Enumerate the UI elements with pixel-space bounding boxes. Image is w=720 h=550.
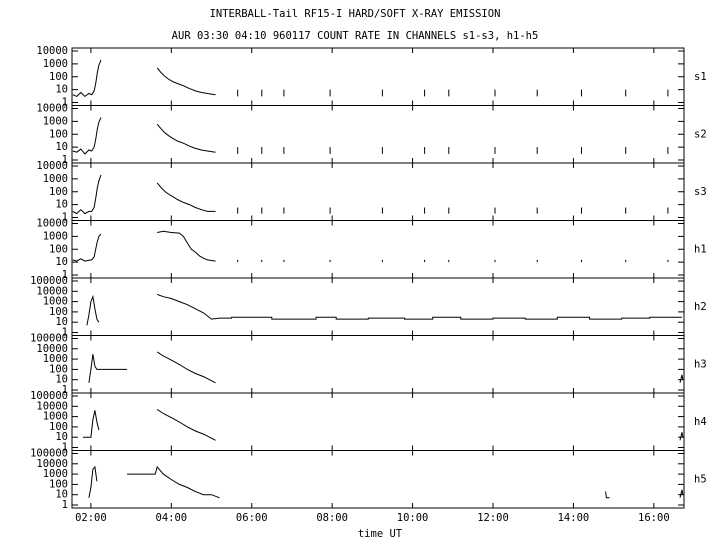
- y-tick-label: 1000: [43, 353, 68, 365]
- y-tick-label: 10000: [36, 400, 68, 412]
- y-tick-label: 10: [55, 199, 68, 211]
- panel-label: h3: [694, 358, 707, 370]
- y-tick-label: 1000: [43, 296, 68, 308]
- panel-frame: [71, 47, 685, 106]
- panel-label: s1: [694, 71, 707, 83]
- panel-frame: [71, 277, 685, 336]
- data-line: [88, 465, 684, 499]
- x-tick-label: 16:00: [638, 512, 670, 524]
- panel-frame: [71, 450, 685, 509]
- y-tick-label: 1000: [43, 230, 68, 242]
- panel-frame: [71, 162, 685, 221]
- panel-frame: [71, 335, 685, 394]
- chart-subtitle: AUR 03:30 04:10 960117 COUNT RATE IN CHA…: [172, 30, 539, 42]
- y-tick-label: 10000: [36, 45, 68, 57]
- y-tick-label: 1000: [43, 115, 68, 127]
- x-tick-label: 06:00: [236, 512, 268, 524]
- y-tick-label: 100000: [30, 275, 68, 287]
- panel-frame: [71, 220, 685, 279]
- y-tick-label: 1000: [43, 411, 68, 423]
- x-tick-label: 10:00: [397, 512, 429, 524]
- x-tick-label: 02:00: [75, 512, 107, 524]
- panel-label: h1: [694, 243, 707, 255]
- y-tick-label: 100: [49, 363, 68, 375]
- panel-frame: [71, 392, 685, 451]
- data-line: [72, 174, 669, 215]
- data-line: [72, 230, 669, 263]
- y-tick-label: 100000: [30, 390, 68, 402]
- chart-title: INTERBALL-Tail RF15-I HARD/SOFT X-RAY EM…: [210, 8, 501, 20]
- y-tick-label: 100: [49, 306, 68, 318]
- y-tick-label: 100: [49, 421, 68, 433]
- y-tick-label: 10000: [36, 285, 68, 297]
- y-tick-label: 1: [62, 97, 68, 109]
- y-tick-label: 10: [55, 316, 68, 328]
- y-tick-label: 1: [62, 442, 68, 454]
- y-tick-label: 10: [55, 256, 68, 268]
- y-tick-label: 1: [62, 212, 68, 224]
- y-tick-label: 100: [49, 478, 68, 490]
- y-tick-label: 10000: [36, 160, 68, 172]
- y-tick-label: 100: [49, 128, 68, 140]
- panel-label: h5: [694, 473, 707, 485]
- y-tick-label: 1: [62, 327, 68, 339]
- y-tick-label: 1000: [43, 58, 68, 70]
- panel-label: h2: [694, 301, 707, 313]
- y-tick-label: 10000: [36, 103, 68, 115]
- x-tick-label: 08:00: [316, 512, 348, 524]
- panel-label: s3: [694, 186, 707, 198]
- y-tick-label: 10000: [36, 458, 68, 470]
- y-tick-label: 1: [62, 269, 68, 281]
- y-tick-label: 1000: [43, 468, 68, 480]
- y-tick-label: 1: [62, 499, 68, 511]
- y-tick-label: 1: [62, 154, 68, 166]
- y-tick-label: 10: [55, 141, 68, 153]
- y-tick-label: 100000: [30, 448, 68, 460]
- panel-label: s2: [694, 128, 707, 140]
- y-tick-label: 100: [49, 71, 68, 83]
- y-tick-label: 10: [55, 84, 68, 96]
- y-tick-label: 10000: [36, 343, 68, 355]
- x-tick-label: 12:00: [477, 512, 509, 524]
- y-tick-label: 1: [62, 384, 68, 396]
- x-tick-label: 04:00: [156, 512, 188, 524]
- y-tick-label: 10: [55, 431, 68, 443]
- y-tick-label: 100: [49, 243, 68, 255]
- data-line: [72, 117, 669, 155]
- data-line: [86, 293, 682, 326]
- y-tick-label: 10000: [36, 218, 68, 230]
- x-axis-label: time UT: [358, 528, 403, 540]
- y-tick-label: 10: [55, 374, 68, 386]
- y-tick-label: 1000: [43, 173, 68, 185]
- data-line: [88, 351, 684, 384]
- data-line: [82, 408, 684, 441]
- y-tick-label: 100000: [30, 333, 68, 345]
- data-line: [72, 59, 669, 98]
- panel-label: h4: [694, 416, 707, 428]
- y-tick-label: 100: [49, 186, 68, 198]
- x-tick-label: 14:00: [558, 512, 590, 524]
- panel-frame: [71, 105, 685, 164]
- y-tick-label: 10: [55, 489, 68, 501]
